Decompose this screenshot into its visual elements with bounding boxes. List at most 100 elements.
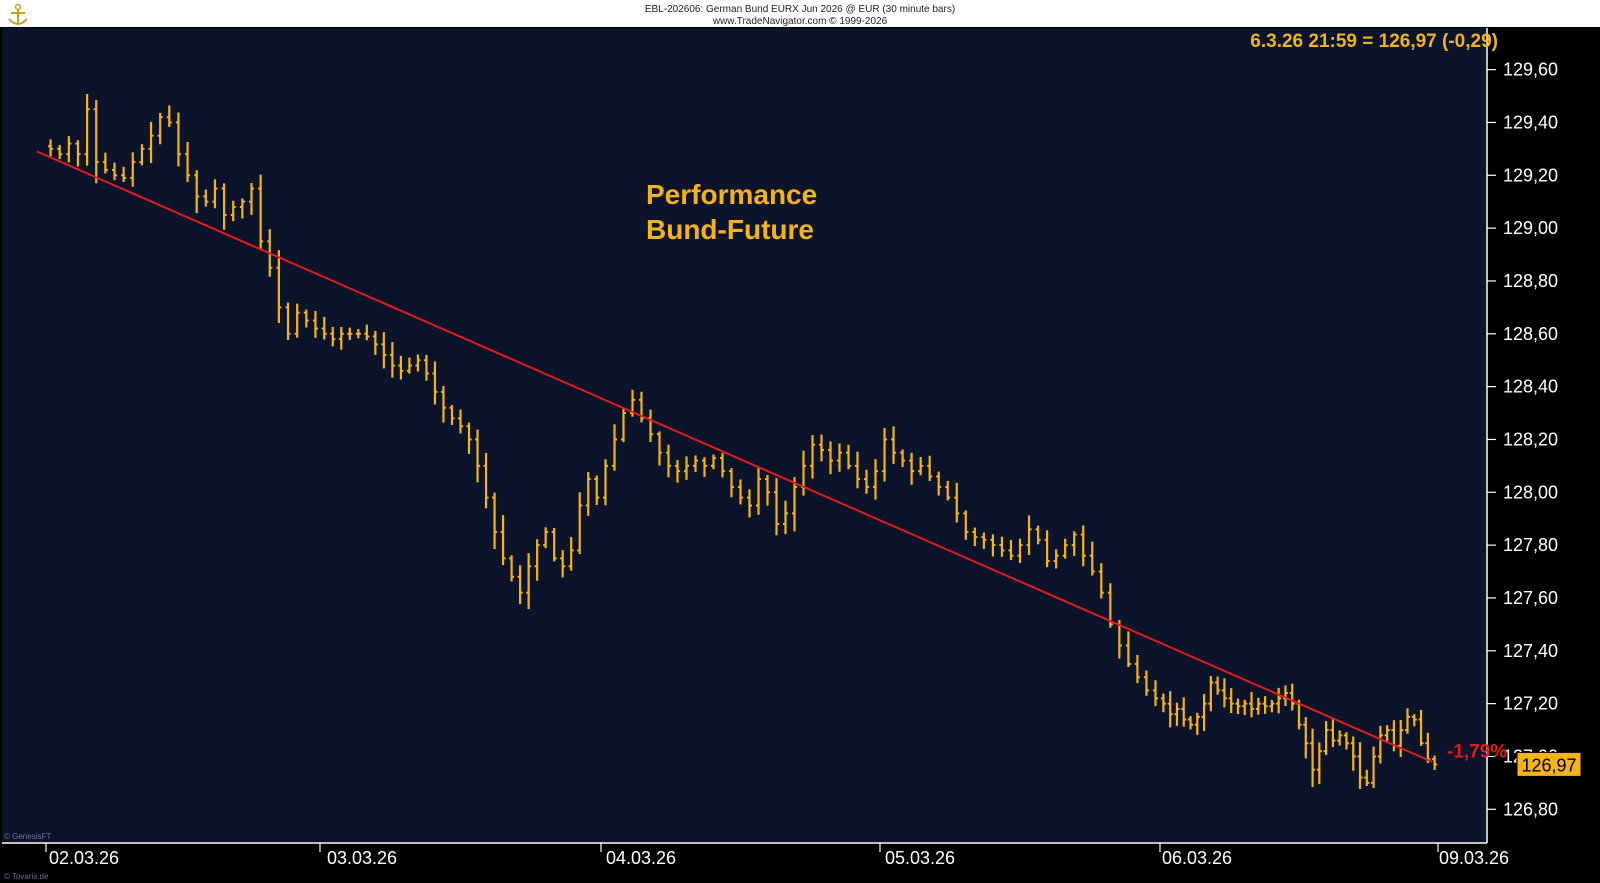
price-bar	[612, 424, 617, 471]
anchor-logo-icon	[8, 3, 28, 25]
price-bar	[1181, 697, 1187, 727]
header-strip	[0, 0, 1600, 27]
price-bar	[194, 170, 200, 214]
price-bar	[891, 426, 897, 464]
x-tick-label: 09.03.26	[1439, 848, 1509, 868]
price-bar	[837, 443, 842, 472]
price-bar	[1008, 539, 1014, 561]
price-bar	[212, 179, 218, 209]
price-bar	[466, 422, 472, 454]
x-tick-label: 03.03.26	[327, 848, 397, 868]
x-tick-label: 04.03.26	[606, 848, 676, 868]
price-bar	[175, 112, 181, 167]
price-bar	[1152, 680, 1158, 707]
price-bar	[102, 152, 108, 174]
chart-title-line-1: Performance	[646, 179, 817, 210]
price-readout: 6.3.26 21:59 = 126,97 (-0,29)	[1250, 31, 1498, 52]
price-bar	[927, 455, 933, 481]
price-bar	[1053, 549, 1059, 569]
price-bar	[1316, 742, 1322, 784]
price-bar	[1343, 732, 1349, 750]
price-bar	[1208, 675, 1214, 712]
price-bar	[702, 457, 707, 477]
last-value-label: 126,97	[1521, 755, 1576, 775]
price-bar	[1017, 538, 1023, 563]
price-bar	[936, 471, 942, 496]
price-bar	[112, 162, 117, 181]
price-bar	[900, 449, 906, 468]
price-bar	[230, 200, 236, 222]
price-bar	[93, 99, 99, 184]
price-bar	[729, 468, 734, 498]
price-bar	[909, 452, 915, 485]
price-bar	[792, 477, 797, 532]
price-bar	[621, 407, 626, 443]
price-bar	[381, 332, 387, 369]
y-tick-label: 128,20	[1503, 429, 1558, 449]
price-bar	[568, 537, 574, 571]
price-bar	[828, 441, 833, 475]
y-tick-label: 127,60	[1503, 588, 1558, 608]
price-bar	[148, 121, 154, 164]
price-bar	[1194, 712, 1200, 735]
price-bar	[1044, 530, 1050, 568]
chart-symbol-line: EBL-202606: German Bund EURX Jun 2026 @ …	[645, 4, 955, 15]
y-tick-label: 128,80	[1503, 271, 1558, 291]
trend-line	[36, 150, 1433, 763]
price-bar	[1125, 631, 1131, 668]
price-bar	[1035, 525, 1041, 545]
price-bar	[423, 355, 429, 381]
price-bar	[509, 555, 515, 582]
price-bar	[221, 183, 227, 230]
y-tick-label: 128,60	[1503, 324, 1558, 344]
price-bar	[372, 331, 378, 355]
price-bar	[84, 93, 90, 166]
price-bar	[389, 342, 395, 378]
price-bar	[449, 405, 455, 425]
price-bar	[239, 198, 245, 219]
price-bar	[130, 152, 136, 187]
price-bar	[1071, 531, 1077, 556]
price-bar	[483, 452, 489, 509]
x-tick-label: 05.03.26	[885, 848, 955, 868]
price-bar	[1134, 654, 1140, 684]
y-tick-label: 126,80	[1503, 799, 1558, 819]
price-bar	[526, 553, 532, 610]
price-bar	[783, 500, 788, 535]
price-bar	[1026, 515, 1032, 555]
price-bar	[1098, 563, 1104, 599]
price-bar	[66, 136, 72, 163]
price-bar	[864, 469, 869, 494]
price-bar	[1411, 714, 1417, 727]
price-bar	[543, 527, 549, 549]
price-bar	[774, 478, 779, 536]
price-bar	[1357, 742, 1363, 790]
price-bar	[1228, 688, 1234, 714]
price-bar	[747, 489, 752, 518]
price-bar	[1235, 698, 1241, 715]
price-bar	[75, 140, 81, 167]
price-bar	[918, 456, 924, 476]
price-bars	[48, 93, 1438, 790]
y-tick-label: 129,40	[1503, 112, 1558, 132]
price-bar	[166, 105, 172, 127]
price-bar	[338, 326, 344, 350]
price-bar	[475, 429, 481, 483]
price-bar	[963, 510, 969, 540]
chart-title-line-2: Bund-Future	[646, 214, 814, 245]
y-tick-label: 127,80	[1503, 535, 1558, 555]
price-bar	[1310, 728, 1316, 787]
price-bar	[1160, 693, 1166, 713]
price-bar	[48, 139, 54, 157]
price-bar	[157, 112, 163, 145]
price-bar	[458, 409, 463, 434]
price-bar	[1062, 538, 1068, 559]
price-bar	[57, 145, 63, 160]
price-bar	[675, 460, 680, 483]
price-bar	[312, 310, 318, 338]
price-bar	[321, 316, 327, 340]
price-bar	[846, 444, 851, 470]
x-axis-ticks: 02.03.26 03.03.26 04.03.26 05.03.26 06.03.26…	[45, 843, 1509, 868]
price-bar	[657, 431, 662, 466]
price-bar	[121, 166, 127, 182]
